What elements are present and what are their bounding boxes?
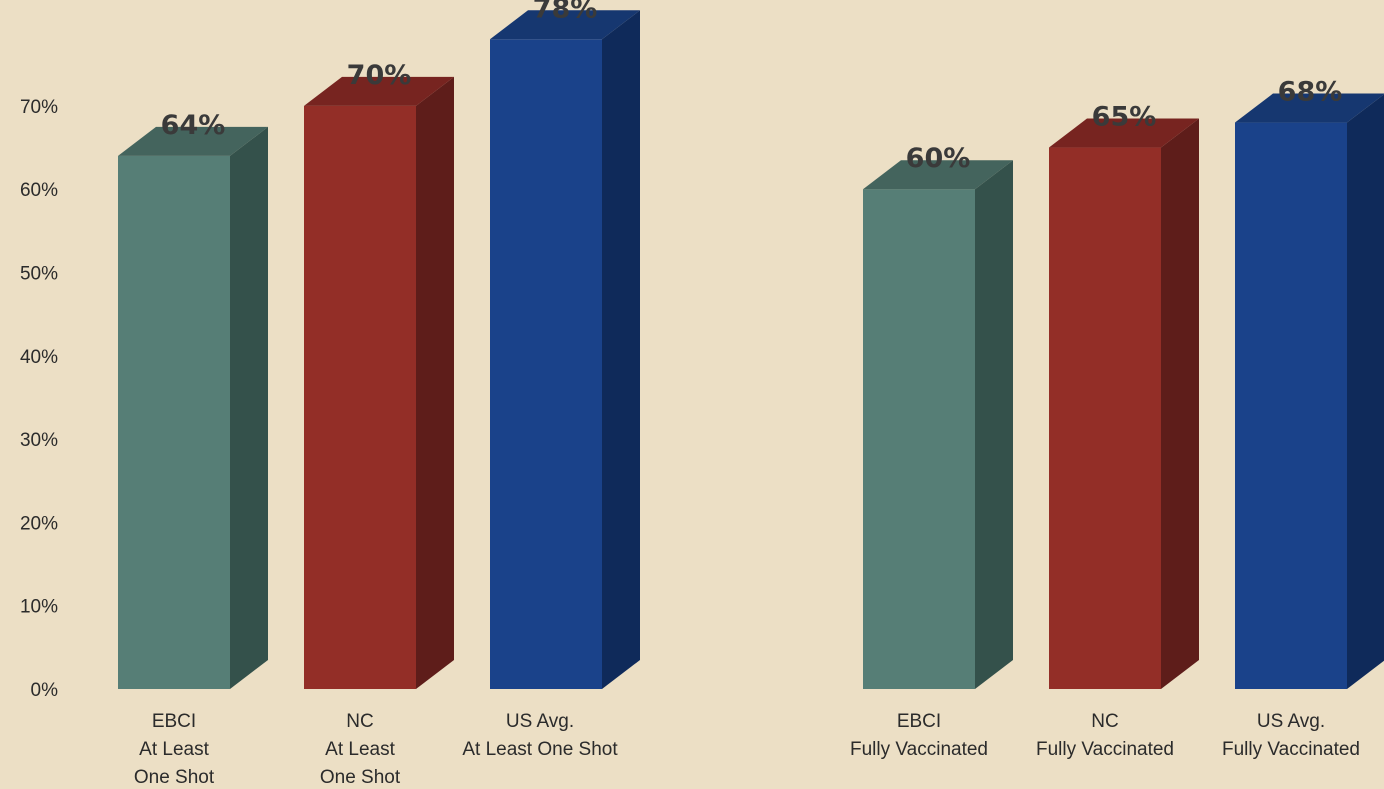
- bar: [863, 160, 1013, 689]
- y-tick-label: 30%: [20, 430, 58, 451]
- category-label: US Avg. Fully Vaccinated: [1222, 711, 1360, 760]
- y-tick-label: 70%: [20, 97, 58, 118]
- bar-side-face: [975, 160, 1013, 689]
- y-tick-label: 50%: [20, 264, 58, 285]
- category-label: NC At Least One Shot: [320, 711, 401, 788]
- bar-side-face: [1161, 118, 1199, 690]
- bar-top-face: [118, 126, 268, 156]
- bar-top-face: [304, 76, 454, 106]
- bar: [490, 10, 640, 689]
- bar-front-face: [863, 189, 975, 689]
- data-label: 64%: [161, 110, 226, 141]
- data-label: 78%: [533, 0, 598, 24]
- y-tick-label: 40%: [20, 347, 58, 368]
- bar-top-face: [490, 10, 640, 40]
- bar-front-face: [490, 39, 602, 689]
- category-labels: EBCI At Least One Shot NC At Least One Shot US…: [134, 711, 1360, 788]
- bar: [1235, 93, 1384, 689]
- data-label: 68%: [1278, 77, 1343, 108]
- y-tick-label: 0%: [31, 680, 59, 701]
- bar-front-face: [1049, 147, 1161, 690]
- bar-top-face: [863, 160, 1013, 190]
- category-label: EBCI At Least One Shot: [134, 711, 215, 788]
- bar-side-face: [602, 10, 640, 689]
- bar-front-face: [1235, 122, 1347, 689]
- category-label: EBCI Fully Vaccinated: [850, 711, 988, 760]
- data-label: 60%: [906, 143, 971, 174]
- category-label: US Avg. At Least One Shot: [462, 711, 618, 760]
- bar-side-face: [1347, 94, 1384, 689]
- bar: [118, 126, 268, 689]
- category-label: NC Fully Vaccinated: [1036, 711, 1174, 760]
- bar-top-face: [1235, 93, 1384, 123]
- y-tick-label: 20%: [20, 513, 58, 534]
- y-tick-label: 10%: [20, 597, 58, 618]
- bar-series: [118, 10, 1384, 690]
- bar-side-face: [230, 126, 268, 689]
- bar-front-face: [118, 155, 230, 689]
- data-labels: 64% 70% 78% 60% 65% 68%: [161, 0, 1343, 174]
- bar-side-face: [416, 76, 454, 689]
- y-axis: 0% 10% 20% 30% 40% 50% 60% 70%: [20, 97, 58, 701]
- bar: [304, 76, 454, 689]
- y-tick-label: 60%: [20, 180, 58, 201]
- data-label: 65%: [1092, 102, 1157, 133]
- bar: [1049, 118, 1199, 690]
- bar-front-face: [304, 105, 416, 689]
- data-label: 70%: [347, 60, 412, 91]
- bar-top-face: [1049, 118, 1199, 148]
